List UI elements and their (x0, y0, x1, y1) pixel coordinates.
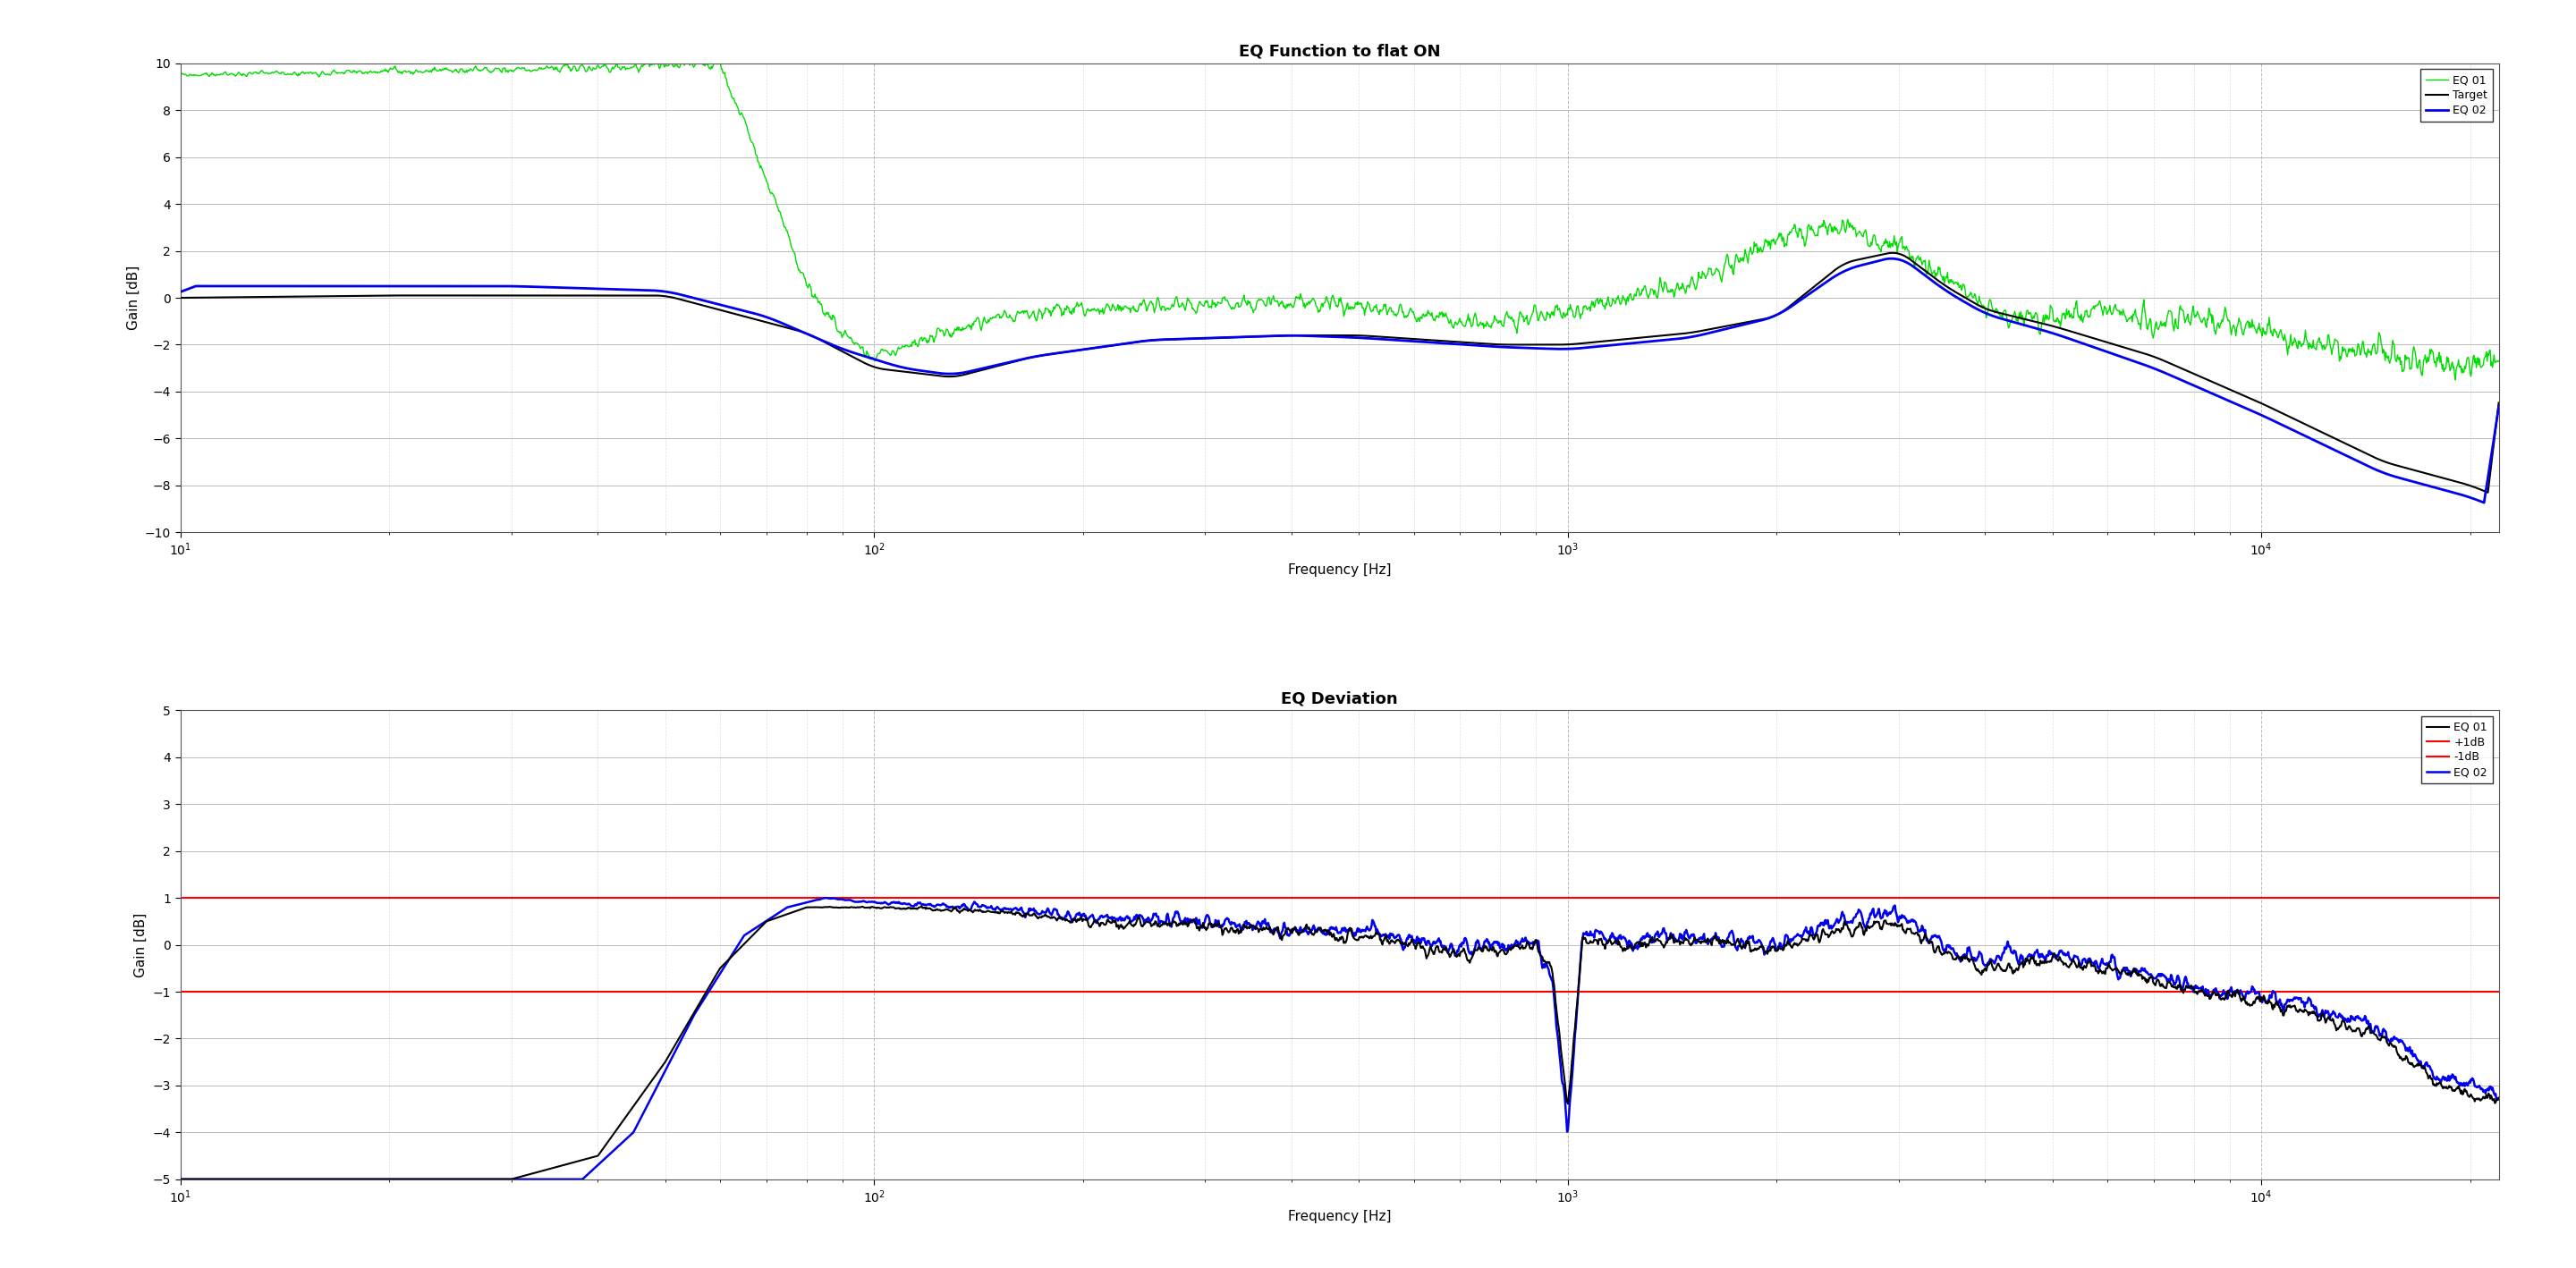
EQ 01 (165, 1172, 196, 1187)
Line: EQ 01: EQ 01 (180, 252, 2499, 492)
EQ 02 (2439, 1070, 2470, 1085)
EQ 01 (2473, 484, 2504, 500)
Line: Target: Target (180, 60, 2499, 380)
X-axis label: Frequency [Hz]: Frequency [Hz] (1288, 1210, 1391, 1224)
EQ 01 (1154, 915, 1185, 931)
EQ 02 (1054, 344, 1084, 359)
Target (1154, 301, 1185, 316)
EQ 02 (2439, 484, 2470, 500)
EQ 02 (430, 1172, 461, 1187)
X-axis label: Frequency [Hz]: Frequency [Hz] (1288, 563, 1391, 577)
EQ 01 (567, 1153, 598, 1168)
EQ 02 (2483, 1090, 2514, 1106)
EQ 01 (165, 290, 196, 306)
EQ 02 (2190, 383, 2221, 398)
Line: EQ 02: EQ 02 (180, 898, 2499, 1179)
Title: EQ Function to flat ON: EQ Function to flat ON (1239, 43, 1440, 60)
EQ 02 (1054, 908, 1084, 923)
Target (672, 52, 703, 67)
EQ 02 (2483, 399, 2514, 415)
Legend: EQ 01, +1dB, -1dB, EQ 02: EQ 01, +1dB, -1dB, EQ 02 (2421, 716, 2494, 784)
Target (1054, 306, 1084, 321)
Target (567, 57, 598, 72)
EQ 02 (1154, 917, 1185, 932)
EQ 01 (1054, 915, 1084, 931)
EQ 02 (1154, 332, 1185, 347)
EQ 01 (430, 1172, 461, 1187)
EQ 01 (2483, 1090, 2514, 1106)
EQ 02 (165, 1172, 196, 1187)
EQ 01 (1154, 332, 1185, 347)
EQ 02 (811, 890, 842, 905)
Line: EQ 02: EQ 02 (180, 259, 2499, 502)
EQ 01 (2190, 985, 2221, 1000)
Line: EQ 01: EQ 01 (180, 907, 2499, 1179)
EQ 01 (2439, 1083, 2470, 1098)
EQ 02 (165, 284, 196, 299)
EQ 02 (567, 1172, 598, 1187)
EQ 01 (1054, 344, 1084, 359)
EQ 01 (430, 288, 461, 303)
EQ 02 (430, 279, 461, 294)
EQ 01 (907, 899, 938, 914)
EQ 01 (2483, 396, 2514, 411)
EQ 01 (2439, 473, 2470, 488)
Target (430, 61, 461, 76)
EQ 02 (567, 280, 598, 295)
Y-axis label: Gain [dB]: Gain [dB] (134, 913, 147, 978)
Target (2483, 354, 2514, 369)
EQ 02 (2190, 987, 2221, 1002)
EQ 02 (1875, 251, 1906, 266)
EQ 01 (1878, 245, 1909, 260)
Target (2190, 309, 2221, 325)
Legend: EQ 01, Target, EQ 02: EQ 01, Target, EQ 02 (2421, 68, 2494, 122)
Target (2439, 359, 2470, 374)
Target (2439, 373, 2470, 388)
EQ 01 (567, 288, 598, 303)
Title: EQ Deviation: EQ Deviation (1280, 691, 1399, 706)
EQ 01 (2190, 370, 2221, 385)
Y-axis label: Gain [dB]: Gain [dB] (126, 265, 139, 330)
EQ 02 (2468, 495, 2499, 510)
Target (165, 67, 196, 82)
